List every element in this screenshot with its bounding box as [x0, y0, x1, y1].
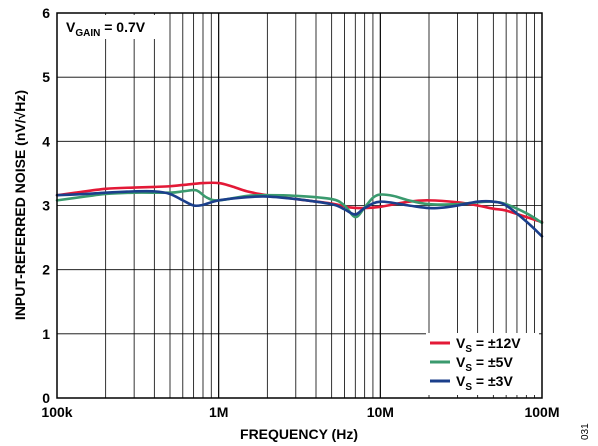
- x-tick-label-0: 100k: [41, 404, 72, 420]
- annotation-background: [59, 15, 163, 39]
- y-axis-title: INPUT-REFERRED NOISE (nV/√Hz): [12, 90, 28, 320]
- series-line-2: [55, 189, 544, 238]
- annotation-suffix: = 0.7V: [100, 19, 145, 35]
- y-tick-label-6: 6: [42, 5, 50, 21]
- x-tick-label-1: 1M: [209, 404, 228, 420]
- legend-label-2: VS = ±3V: [456, 373, 513, 393]
- gain-annotation: VGAIN = 0.7V: [66, 19, 146, 39]
- y-tick-label-5: 5: [42, 69, 50, 85]
- x-tick-label-3: 100M: [524, 404, 559, 420]
- annotation-sub: GAIN: [75, 28, 100, 39]
- series-layer: [55, 181, 544, 238]
- y-tick-label-4: 4: [42, 133, 50, 149]
- annotation-prefix: V: [66, 19, 76, 35]
- figure-id: 031: [580, 423, 591, 440]
- x-tick-labels: 100k 1M 10M 100M: [41, 404, 559, 420]
- y-tick-label-3: 3: [42, 198, 50, 214]
- y-tick-label-0: 0: [42, 390, 50, 406]
- annotation-box: VGAIN = 0.7V: [59, 15, 163, 39]
- y-tick-label-2: 2: [42, 262, 50, 278]
- legend-label-1: VS = ±5V: [456, 354, 513, 374]
- x-tick-label-2: 10M: [367, 404, 394, 420]
- x-axis-title: FREQUENCY (Hz): [240, 426, 358, 442]
- y-tick-labels: 0 1 2 3 4 5 6: [42, 5, 50, 406]
- plot-frame: [56, 12, 543, 399]
- y-tick-label-1: 1: [42, 326, 50, 342]
- legend-label-0: VS = ±12V: [456, 335, 521, 355]
